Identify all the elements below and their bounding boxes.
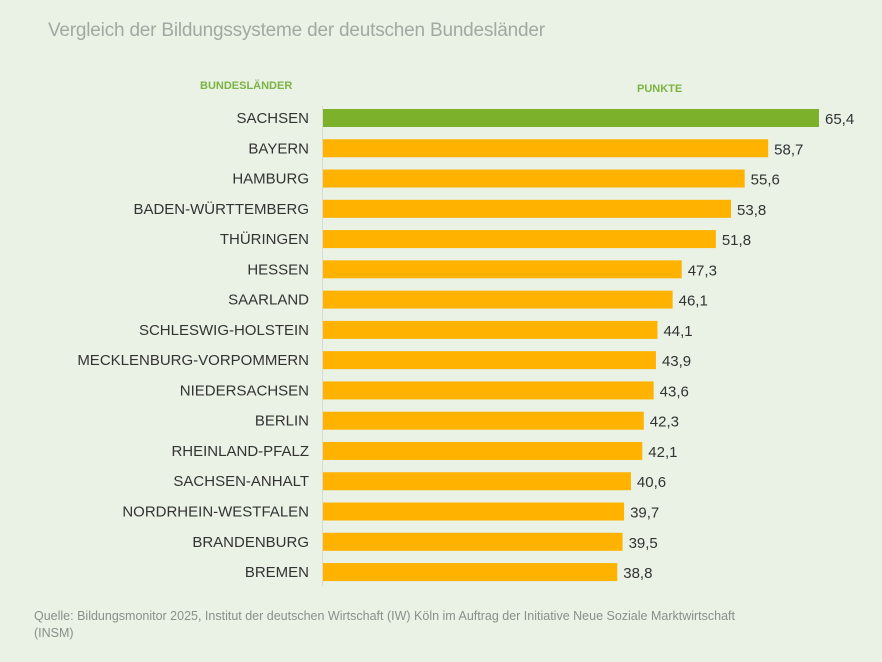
- bar: [323, 260, 682, 279]
- bar: [323, 320, 658, 339]
- category-label: SACHSEN: [236, 110, 309, 127]
- bar: [323, 290, 673, 309]
- category-label: SACHSEN-ANHALT: [173, 473, 309, 490]
- category-header: BUNDESLÄNDER: [200, 80, 293, 92]
- bar: [323, 381, 654, 400]
- value-label: 55,6: [751, 172, 780, 189]
- value-label: 53,8: [737, 202, 766, 219]
- value-header: PUNKTE: [637, 83, 683, 95]
- value-label: 38,8: [623, 565, 652, 582]
- bar: [323, 199, 732, 218]
- source-note: Quelle: Bildungsmonitor 2025, Institut d…: [34, 609, 736, 640]
- bar: [323, 472, 631, 491]
- bar: [323, 109, 819, 127]
- bar: [323, 139, 769, 158]
- value-label: 42,3: [650, 414, 679, 431]
- category-label: BREMEN: [245, 564, 309, 581]
- value-label: 42,1: [648, 444, 677, 461]
- category-label: NIEDERSACHSEN: [180, 382, 309, 399]
- value-label: 43,6: [660, 383, 689, 400]
- value-label: 39,7: [630, 505, 659, 522]
- value-label: 44,1: [663, 323, 692, 340]
- bar: [323, 502, 625, 521]
- value-label: 39,5: [629, 535, 658, 552]
- category-label: HAMBURG: [232, 171, 309, 188]
- value-label: 51,8: [722, 232, 751, 249]
- value-label: 58,7: [774, 141, 803, 158]
- bar: [323, 411, 644, 430]
- category-label: BERLIN: [255, 413, 309, 430]
- category-label: BAYERN: [248, 140, 309, 157]
- value-label: 46,1: [679, 293, 708, 310]
- category-label: RHEINLAND-PFALZ: [171, 443, 309, 460]
- category-label: BADEN-WÜRTTEMBERG: [133, 200, 309, 218]
- value-label: 47,3: [688, 262, 717, 279]
- bar: [323, 351, 656, 370]
- chart-title: Vergleich der Bildungssysteme der deutsc…: [48, 20, 545, 41]
- category-label: HESSEN: [247, 261, 309, 278]
- category-label: THÜRINGEN: [220, 230, 309, 248]
- bar: [323, 532, 623, 551]
- value-label: 65,4: [825, 111, 854, 128]
- bar: [323, 169, 745, 188]
- bar: [323, 563, 618, 582]
- category-label: NORDRHEIN-WESTFALEN: [122, 504, 309, 521]
- value-label: 40,6: [637, 474, 666, 491]
- category-label: SAARLAND: [228, 292, 309, 309]
- bar: [323, 441, 643, 460]
- category-label: SCHLESWIG-HOLSTEIN: [139, 322, 309, 339]
- bar: [323, 230, 716, 249]
- value-label: 43,9: [662, 353, 691, 370]
- category-label: MECKLENBURG-VORPOMMERN: [77, 352, 309, 369]
- category-label: BRANDENBURG: [192, 534, 309, 551]
